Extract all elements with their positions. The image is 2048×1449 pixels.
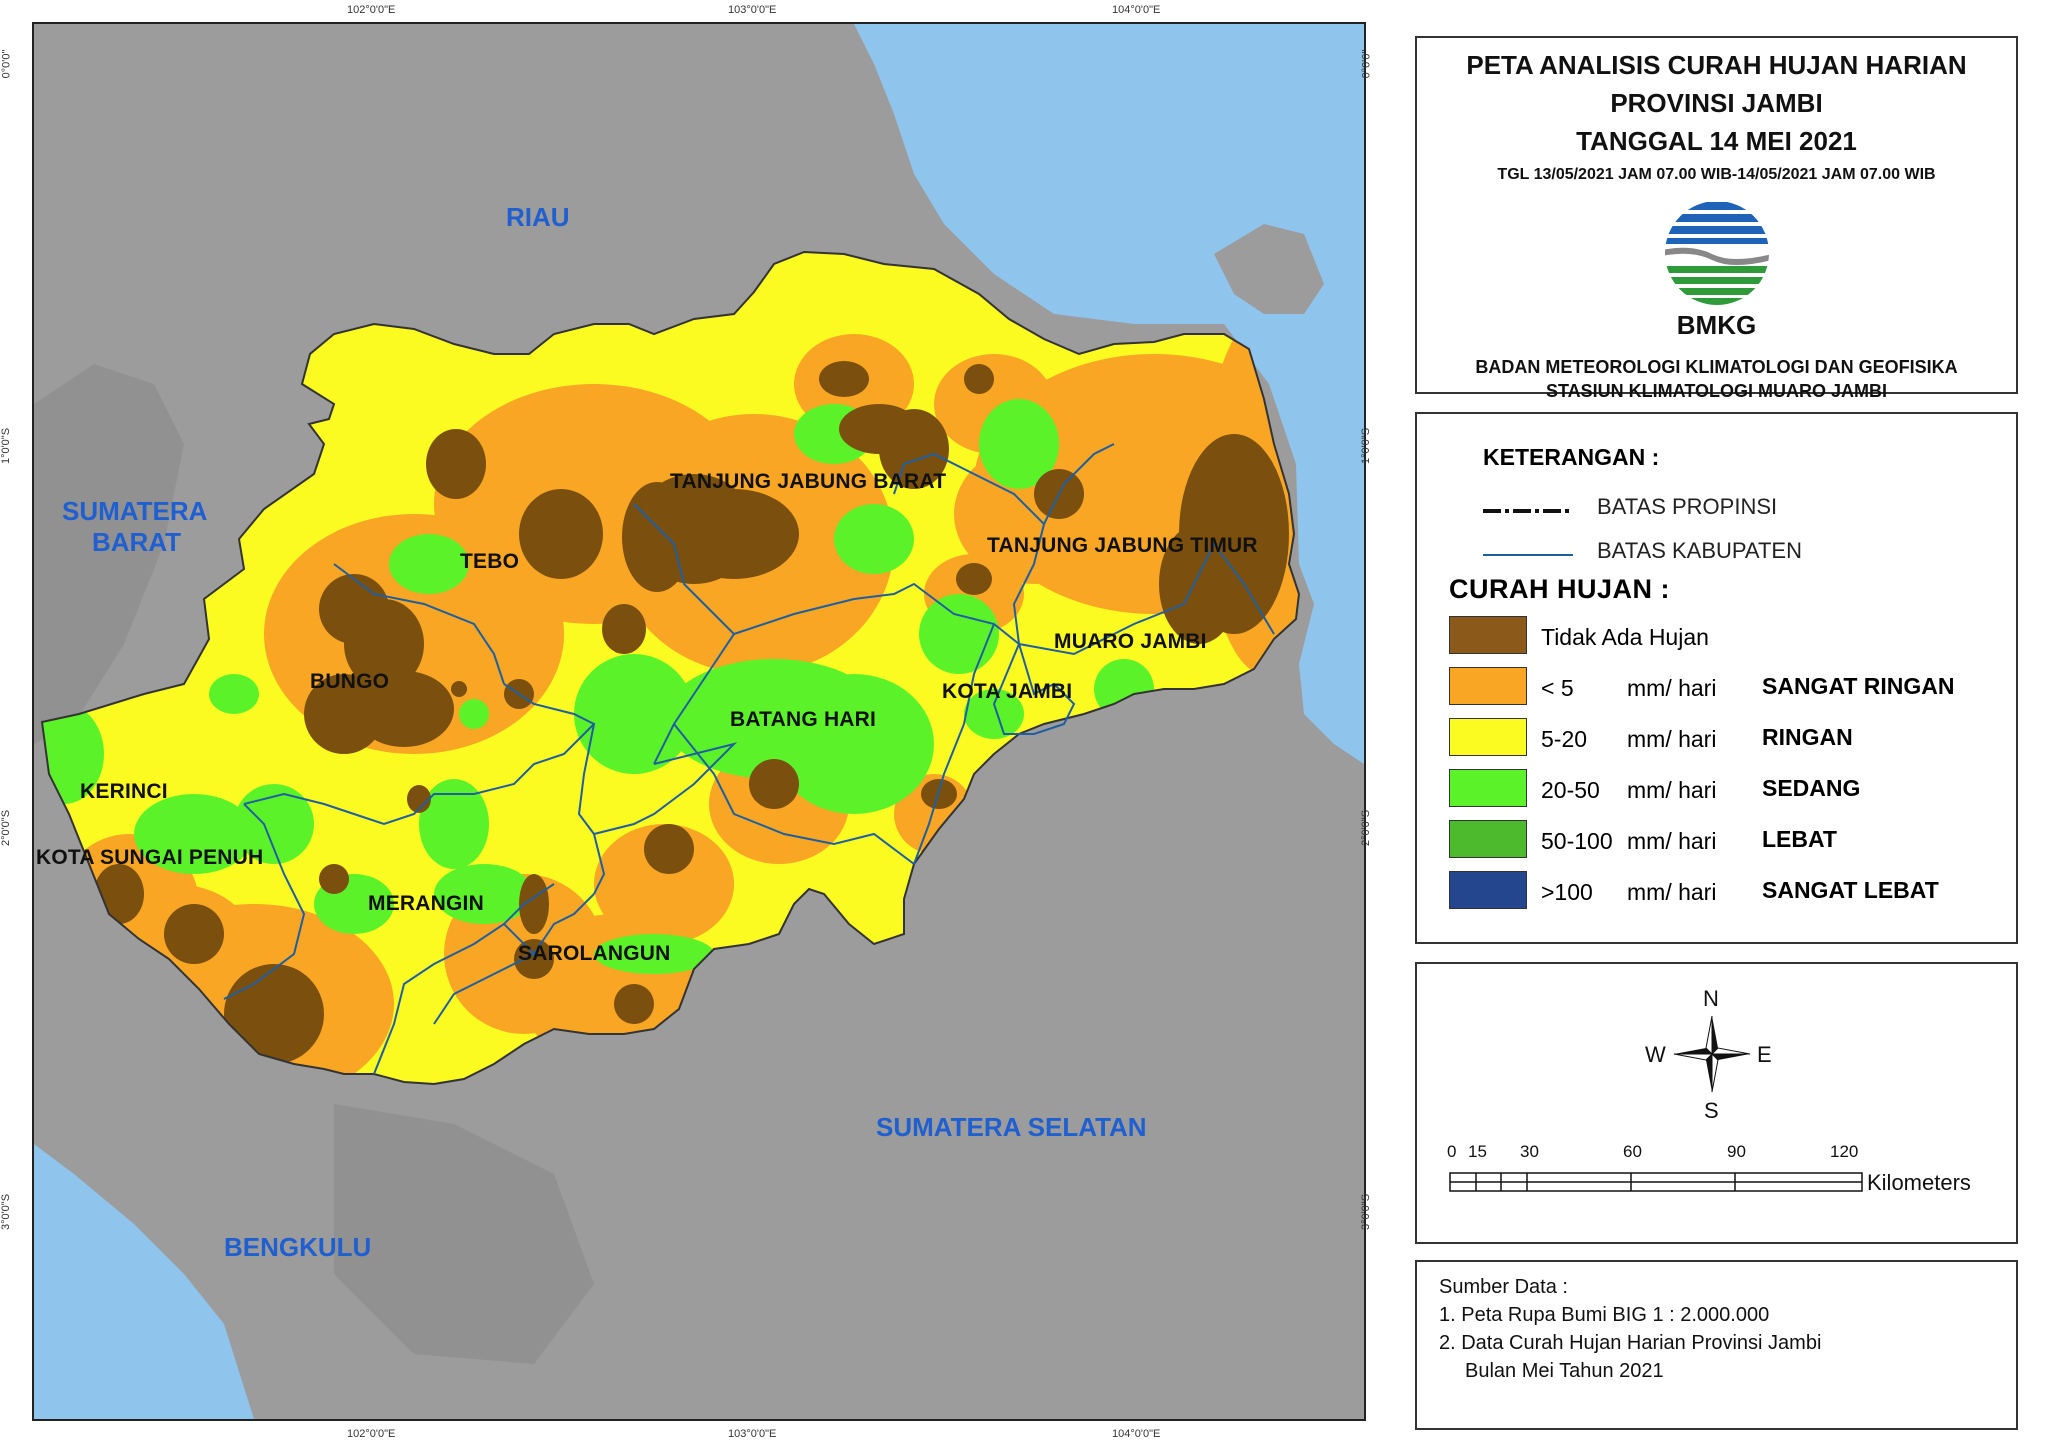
- agency-name: BADAN METEOROLOGI KLIMATOLOGI DAN GEOFIS…: [1475, 357, 1958, 377]
- scale-label-120: 120: [1830, 1142, 1859, 1161]
- legend-class-sangat-lebat: >100 mm/ hari SANGAT LEBAT: [1449, 871, 2009, 911]
- region-sumatera-barat-line1: SUMATERA: [62, 496, 208, 526]
- tick-right-3: 3°0'0"S: [1360, 1193, 1373, 1231]
- region-riau: RIAU: [506, 202, 570, 232]
- label-tanjung-jabung-barat: TANJUNG JABUNG BARAT: [670, 470, 947, 493]
- class-range: 50-100: [1541, 828, 1613, 854]
- class-category: SANGAT LEBAT: [1762, 877, 1939, 903]
- north-arrow-icon: [1673, 1015, 1751, 1093]
- label-batang-hari: BATANG HARI: [730, 708, 877, 731]
- title-panel: PETA ANALISIS CURAH HUJAN HARIAN PROVINS…: [1415, 36, 2018, 401]
- compass-scale-panel: N S E W 0 15 30 60 90 120 Kilometers: [1415, 962, 2018, 1244]
- swatch-lebat: [1449, 820, 1527, 858]
- swatch-sangat-lebat: [1449, 871, 1527, 909]
- class-range: < 5: [1541, 675, 1574, 701]
- tick-left-1: 1°0'0"S: [0, 427, 13, 465]
- compass-e: E: [1757, 1042, 1772, 1067]
- scale-label-0: 0: [1447, 1142, 1457, 1161]
- region-sumatera-barat-line2: BARAT: [92, 527, 182, 557]
- label-kota-jambi: KOTA JAMBI: [942, 680, 1073, 703]
- scale-label-60: 60: [1623, 1142, 1642, 1161]
- source-item-2: 2. Data Curah Hujan Harian Provinsi Jamb…: [1439, 1332, 1822, 1354]
- legend-panel: KETERANGAN : BATAS PROPINSI BATAS KABUPA…: [1415, 412, 2018, 944]
- legend-class-lebat: 50-100 mm/ hari LEBAT: [1449, 820, 2009, 860]
- tick-top-102: 102°0'0"E: [347, 4, 396, 16]
- station-name: STASIUN KLIMATOLOGI MUARO JAMBI: [1546, 381, 1887, 401]
- label-tebo: TEBO: [460, 550, 520, 573]
- curah-hujan-heading: CURAH HUJAN :: [1449, 574, 1670, 604]
- class-unit: mm/ hari: [1627, 675, 1717, 701]
- tick-top-103: 103°0'0"E: [728, 4, 777, 16]
- class-unit: mm/ hari: [1627, 726, 1717, 752]
- label-kota-sungai-penuh: KOTA SUNGAI PENUH: [36, 846, 264, 869]
- swatch-ringan: [1449, 718, 1527, 756]
- class-range: 5-20: [1541, 726, 1588, 752]
- source-heading: Sumber Data :: [1439, 1276, 1568, 1298]
- swatch-sangat-ringan: [1449, 667, 1527, 705]
- scale-label-90: 90: [1727, 1142, 1746, 1161]
- map-title-date: TANGGAL 14 MEI 2021: [1576, 126, 1857, 156]
- class-unit: mm/ hari: [1627, 879, 1717, 905]
- label-kerinci: KERINCI: [80, 780, 168, 803]
- tick-bottom-102: 102°0'0"E: [347, 1428, 396, 1440]
- map-title-province: PROVINSI JAMBI: [1610, 88, 1823, 118]
- label-tanjung-jabung-timur: TANJUNG JABUNG TIMUR: [987, 534, 1258, 557]
- logo-text: BMKG: [1676, 310, 1757, 340]
- class-category: RINGAN: [1762, 724, 1853, 750]
- label-muaro-jambi: MUARO JAMBI: [1054, 630, 1207, 653]
- legend-class-sedang: 20-50 mm/ hari SEDANG: [1449, 769, 2009, 809]
- map-canvas: [34, 24, 1364, 1419]
- region-sumatera-selatan: SUMATERA SELATAN: [876, 1112, 1147, 1142]
- source-panel: Sumber Data : 1. Peta Rupa Bumi BIG 1 : …: [1415, 1260, 2018, 1430]
- compass-s: S: [1704, 1098, 1719, 1123]
- tick-left-3: 3°0'0"S: [0, 1193, 13, 1231]
- source-item-1: 1. Peta Rupa Bumi BIG 1 : 2.000.000: [1439, 1304, 1770, 1326]
- legend-heading: KETERANGAN :: [1483, 444, 1660, 470]
- swatch-sedang: [1449, 769, 1527, 807]
- rainfall-map[interactable]: RIAU SUMATERA BARAT SUMATERA SELATAN BEN…: [32, 22, 1366, 1421]
- scale-unit-label: Kilometers: [1867, 1170, 1971, 1195]
- legend-class-sangat-ringan: < 5 mm/ hari SANGAT RINGAN: [1449, 667, 2009, 707]
- swatch-tidak-ada: [1449, 616, 1527, 654]
- tick-right-0: 0°0'0": [1360, 49, 1373, 79]
- map-title: PETA ANALISIS CURAH HUJAN HARIAN: [1466, 50, 1967, 80]
- class-category: SANGAT RINGAN: [1762, 673, 1955, 699]
- label-bungo: BUNGO: [310, 670, 390, 693]
- tick-bottom-104: 104°0'0"E: [1112, 1428, 1161, 1440]
- class-range: 20-50: [1541, 777, 1600, 803]
- class-unit: mm/ hari: [1627, 828, 1717, 854]
- legend-batas-propinsi-label: BATAS PROPINSI: [1597, 494, 1778, 519]
- scale-label-30: 30: [1520, 1142, 1539, 1161]
- compass-w: W: [1645, 1042, 1666, 1067]
- tick-bottom-103: 103°0'0"E: [728, 1428, 777, 1440]
- label-sarolangun: SAROLANGUN: [518, 942, 671, 965]
- district-boundary-swatch: [1483, 554, 1573, 556]
- scale-label-15: 15: [1468, 1142, 1487, 1161]
- legend-class-ringan: 5-20 mm/ hari RINGAN: [1449, 718, 2009, 758]
- tick-left-0: 0°0'0": [0, 49, 13, 79]
- observation-period: TGL 13/05/2021 JAM 07.00 WIB-14/05/2021 …: [1497, 166, 1936, 183]
- source-item-2-cont: Bulan Mei Tahun 2021: [1465, 1360, 1664, 1382]
- tick-right-2: 2°0'0"S: [1360, 809, 1373, 847]
- region-bengkulu: BENGKULU: [224, 1232, 372, 1262]
- class-range: >100: [1541, 879, 1593, 905]
- class-unit: mm/ hari: [1627, 777, 1717, 803]
- class-category: LEBAT: [1762, 826, 1837, 852]
- tick-top-104: 104°0'0"E: [1112, 4, 1161, 16]
- label-merangin: MERANGIN: [368, 892, 484, 915]
- tick-right-1: 1°0'0"S: [1360, 427, 1373, 465]
- legend-batas-kabupaten-label: BATAS KABUPATEN: [1597, 538, 1802, 563]
- province-boundary-swatch: [1483, 509, 1573, 513]
- class-category: SEDANG: [1762, 775, 1861, 801]
- tick-left-2: 2°0'0"S: [0, 809, 13, 847]
- legend-class-tidak-ada: Tidak Ada Hujan: [1449, 616, 2009, 656]
- class-label: Tidak Ada Hujan: [1541, 624, 1709, 650]
- compass-n: N: [1703, 986, 1719, 1011]
- scale-bar: [1449, 1172, 1863, 1192]
- bmkg-logo-icon: [1662, 198, 1772, 308]
